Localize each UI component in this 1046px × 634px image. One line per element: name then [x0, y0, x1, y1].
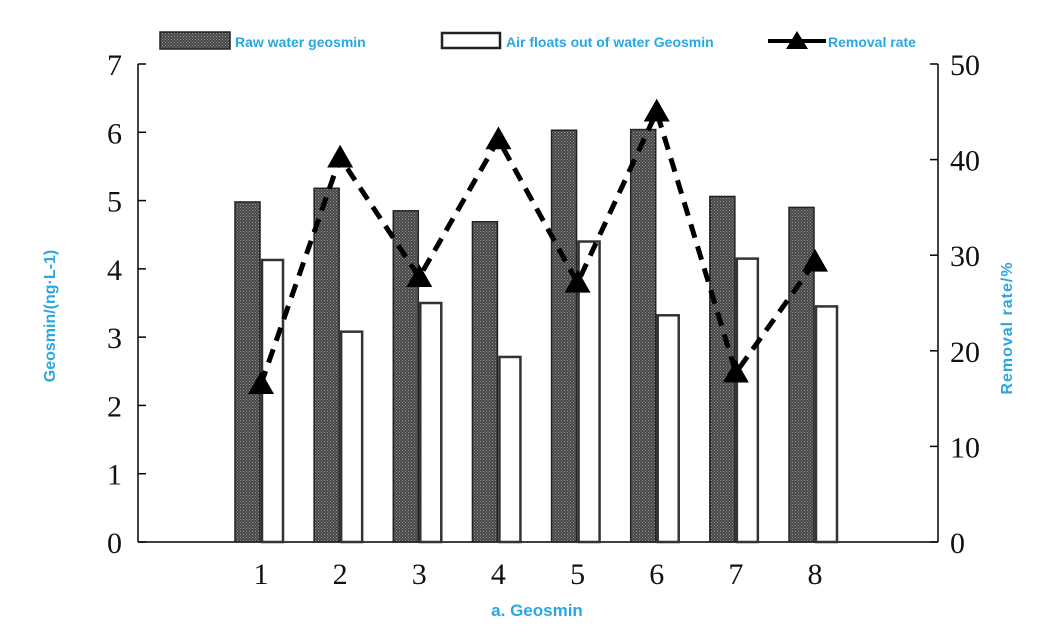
bar-air-float-2 — [339, 330, 364, 544]
point-removal-rate-6 — [643, 98, 670, 122]
legend-label-air-float: Air floats out of water Geosmin — [506, 34, 714, 50]
point-removal-rate-4 — [485, 126, 512, 150]
y-left-tick-label-2: 2 — [107, 390, 122, 423]
bar-raw-water-1 — [234, 201, 261, 543]
x-tick-label-3: 3 — [412, 558, 427, 591]
y-axis-left-title: Geosmin/(ng·L-1) — [42, 250, 59, 382]
x-tick-label-2: 2 — [333, 558, 348, 591]
x-axis-title: a. Geosmin — [491, 601, 583, 620]
chart-marks: 0 1 2 3 4 5 6 7 0 10 20 30 40 50 1 2 3 4 5 6 7 8 — [107, 49, 980, 591]
legend-label-raw-water: Raw water geosmin — [235, 34, 366, 50]
bar-raw-water-4 — [471, 220, 499, 543]
bar-air-float-7 — [735, 257, 760, 544]
bar-air-float-8 — [814, 305, 839, 544]
y-left-tick-label-4: 4 — [107, 254, 122, 287]
point-removal-rate-8 — [802, 248, 828, 272]
point-removal-rate-1 — [248, 371, 274, 395]
legend-swatch-removal-marker — [786, 31, 808, 49]
y-right-tick-label-50: 50 — [950, 49, 980, 82]
y-left-tick-label-3: 3 — [107, 322, 122, 355]
y-right-tick-label-20: 20 — [950, 336, 980, 369]
y-left-tick-label-5: 5 — [107, 186, 122, 219]
x-tick-label-1: 1 — [254, 558, 269, 591]
point-removal-rate-3 — [406, 264, 433, 287]
bar-raw-water-6 — [629, 128, 657, 543]
x-tick-label-5: 5 — [570, 558, 585, 591]
bar-air-float-5 — [577, 240, 601, 544]
bar-raw-water-3 — [392, 210, 420, 543]
x-tick-label-4: 4 — [491, 558, 506, 591]
y-right-tick-label-40: 40 — [950, 145, 980, 178]
bar-air-float-4 — [498, 355, 522, 544]
y-right-tick-label-10: 10 — [950, 431, 980, 464]
line-removal-rate — [258, 104, 818, 386]
x-tick-label-8: 8 — [808, 558, 823, 591]
point-removal-rate-2 — [327, 144, 354, 168]
y-left-tick-label-6: 6 — [107, 117, 122, 150]
point-removal-rate-7 — [722, 359, 749, 383]
point-removal-rate-5 — [564, 269, 591, 293]
x-tick-label-6: 6 — [649, 558, 664, 591]
y-axis-right-title: Removal rate/% — [999, 261, 1016, 394]
legend: Raw water geosmin Air floats out of wate… — [159, 31, 916, 50]
bar-raw-water-2 — [313, 187, 340, 543]
x-tick-label-7: 7 — [728, 558, 743, 591]
y-right-tick-label-0: 0 — [950, 527, 965, 560]
y-left-tick-label-1: 1 — [107, 459, 122, 492]
y-right-tick-label-30: 30 — [950, 240, 980, 273]
legend-label-removal-rate: Removal rate — [828, 34, 916, 50]
bar-air-float-3 — [419, 301, 443, 544]
legend-swatch-raw-water — [159, 31, 231, 50]
y-left-tick-label-0: 0 — [107, 527, 122, 560]
bar-air-float-1 — [260, 258, 285, 544]
y-left-tick-label-7: 7 — [107, 49, 122, 82]
legend-swatch-air-float — [440, 31, 502, 50]
bar-air-float-6 — [656, 314, 680, 544]
bar-raw-water-5 — [550, 129, 578, 543]
